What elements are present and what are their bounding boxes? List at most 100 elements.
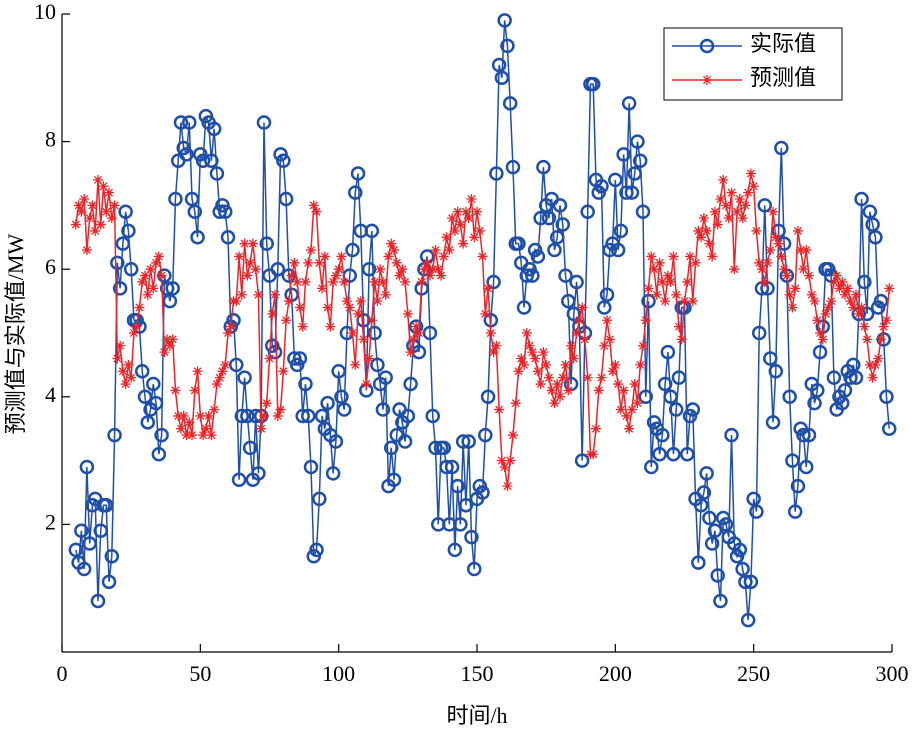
point bbox=[525, 268, 540, 283]
point bbox=[439, 459, 454, 475]
y-tick-label: 8 bbox=[45, 127, 56, 152]
point bbox=[187, 430, 198, 441]
point bbox=[164, 340, 175, 351]
point bbox=[569, 274, 584, 290]
point bbox=[723, 213, 734, 224]
point bbox=[511, 236, 526, 251]
point bbox=[341, 296, 352, 307]
point bbox=[413, 328, 424, 338]
point bbox=[452, 206, 463, 217]
point bbox=[483, 283, 494, 294]
point bbox=[654, 257, 665, 268]
point bbox=[267, 344, 283, 360]
point bbox=[543, 372, 554, 383]
point bbox=[449, 225, 460, 236]
point bbox=[842, 283, 853, 294]
point bbox=[724, 427, 739, 443]
x-tick-label: 250 bbox=[737, 661, 770, 686]
point bbox=[873, 293, 889, 309]
point bbox=[345, 242, 360, 258]
point bbox=[123, 261, 139, 277]
point bbox=[865, 217, 880, 232]
point bbox=[743, 187, 754, 198]
point bbox=[402, 308, 413, 319]
point bbox=[748, 181, 759, 192]
point bbox=[120, 379, 131, 390]
point bbox=[790, 283, 801, 294]
point bbox=[712, 219, 723, 230]
point bbox=[408, 334, 419, 345]
point bbox=[577, 302, 588, 313]
point bbox=[325, 321, 336, 332]
point bbox=[726, 187, 737, 198]
point bbox=[422, 325, 438, 341]
point bbox=[292, 351, 308, 366]
point bbox=[281, 315, 292, 326]
point bbox=[375, 402, 391, 417]
point bbox=[325, 466, 341, 481]
point bbox=[112, 281, 128, 296]
point bbox=[488, 347, 499, 358]
point bbox=[364, 223, 380, 239]
point bbox=[704, 238, 715, 249]
point bbox=[624, 423, 635, 434]
y-axis-label: 预测值与实际值/MW bbox=[3, 234, 28, 435]
point bbox=[294, 302, 305, 313]
point bbox=[153, 251, 164, 262]
point bbox=[768, 364, 784, 379]
point bbox=[613, 379, 624, 390]
point bbox=[638, 389, 654, 405]
legend-marker bbox=[699, 38, 715, 54]
point bbox=[566, 340, 577, 351]
point bbox=[613, 223, 629, 239]
x-axis-label: 时间/h bbox=[446, 703, 507, 728]
point bbox=[383, 251, 394, 262]
legend-label: 实际值 bbox=[750, 31, 816, 56]
point bbox=[438, 251, 449, 262]
point bbox=[478, 427, 493, 443]
point bbox=[256, 423, 267, 434]
point bbox=[444, 245, 455, 256]
point bbox=[560, 359, 571, 370]
point bbox=[784, 289, 795, 300]
point bbox=[696, 232, 707, 243]
point bbox=[709, 206, 720, 217]
point bbox=[662, 270, 673, 281]
point bbox=[82, 536, 97, 551]
point bbox=[115, 236, 131, 251]
point bbox=[182, 115, 197, 130]
point bbox=[272, 410, 283, 421]
point bbox=[76, 206, 87, 217]
point bbox=[317, 283, 328, 294]
point bbox=[616, 147, 631, 162]
point bbox=[596, 372, 607, 383]
point bbox=[696, 485, 712, 500]
point bbox=[314, 257, 325, 268]
point bbox=[735, 561, 750, 577]
point bbox=[217, 204, 233, 220]
point bbox=[599, 287, 615, 302]
point bbox=[646, 251, 657, 262]
point bbox=[455, 219, 466, 230]
point bbox=[206, 121, 222, 137]
point bbox=[214, 372, 225, 383]
point bbox=[303, 257, 314, 268]
point bbox=[732, 206, 743, 217]
point bbox=[81, 245, 92, 256]
point bbox=[134, 364, 150, 379]
point bbox=[328, 276, 339, 287]
point bbox=[253, 289, 264, 300]
point bbox=[497, 13, 512, 28]
point bbox=[640, 315, 651, 326]
point bbox=[652, 446, 667, 462]
point bbox=[691, 555, 706, 570]
point bbox=[536, 159, 551, 175]
point bbox=[472, 206, 482, 217]
point bbox=[295, 408, 310, 424]
point bbox=[137, 389, 153, 405]
point bbox=[190, 230, 205, 245]
point bbox=[579, 334, 590, 345]
point bbox=[309, 542, 324, 558]
point bbox=[148, 395, 164, 411]
